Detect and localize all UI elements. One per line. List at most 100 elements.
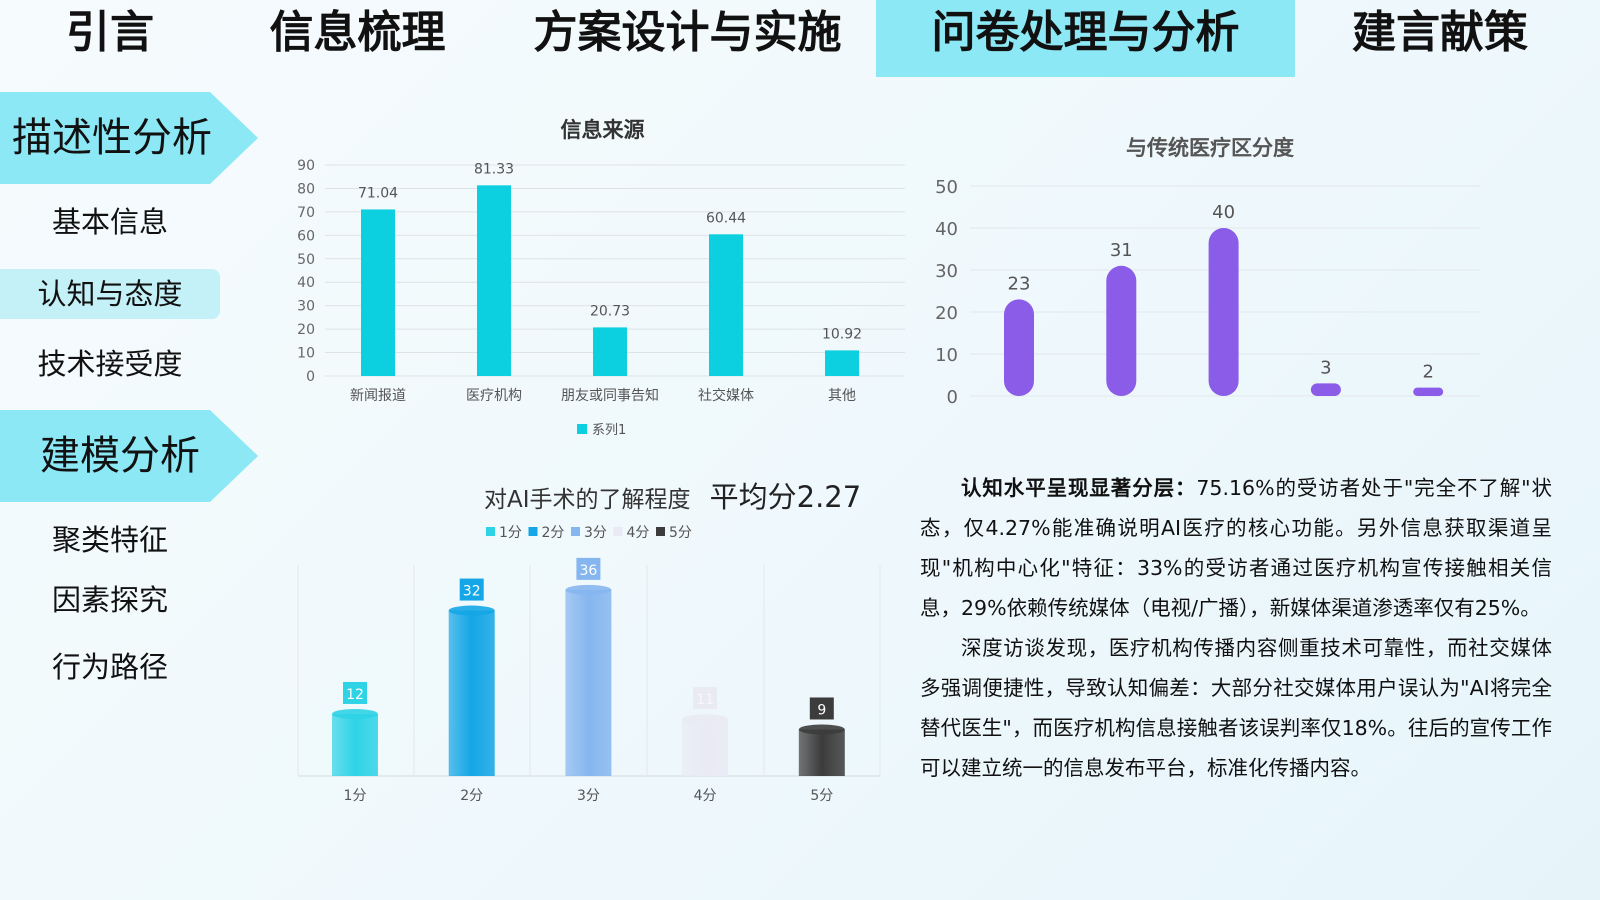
y-tick-label: 30	[935, 261, 958, 282]
bar-top	[448, 605, 495, 616]
y-tick-label: 50	[935, 177, 958, 198]
sidebar-item-cognition[interactable]: 认知与态度	[0, 269, 220, 319]
bar	[477, 185, 511, 376]
sidebar-item-factor[interactable]: 因素探究	[51, 583, 168, 617]
x-tick-label: 社交媒体	[698, 387, 754, 404]
data-label: 11	[696, 692, 714, 708]
legend-swatch	[486, 527, 495, 536]
data-label: 10.92	[822, 326, 862, 342]
data-label: 31	[1110, 240, 1133, 261]
paragraph-1-heading: 认知水平呈现显著分层：	[961, 476, 1197, 500]
bar-top	[682, 714, 729, 725]
tab-design[interactable]: 方案设计与实施	[533, 7, 842, 58]
y-tick-label: 20	[935, 303, 958, 324]
x-tick-label: 其他	[828, 388, 856, 404]
bar	[1413, 387, 1444, 396]
legend-label: 5分	[669, 525, 692, 541]
legend-swatch	[571, 527, 580, 536]
chart1-title: 信息来源	[560, 118, 645, 142]
analysis-text: 认知水平呈现显著分层：75.16%的受访者处于"完全不了解"状态，仅4.27%能…	[920, 468, 1552, 788]
bar	[448, 610, 495, 776]
sidebar-item-acceptance[interactable]: 技术接受度	[37, 347, 183, 381]
tab-questionnaire[interactable]: 问卷处理与分析	[876, 0, 1295, 77]
y-tick-label: 30	[297, 299, 315, 315]
y-tick-label: 10	[935, 345, 958, 366]
paragraph-1-body: 75.16%的受访者处于"完全不了解"状态，仅4.27%能准确说明AI医疗的核心…	[920, 476, 1552, 620]
paragraph-2: 深度访谈发现，医疗机构传播内容侧重技术可靠性，而社交媒体多强调便捷性，导致认知偏…	[920, 636, 1552, 780]
chart3-subtitle: 平均分2.27	[709, 480, 862, 514]
bar	[825, 350, 859, 376]
legend-label: 3分	[584, 525, 607, 541]
legend-swatch	[656, 527, 665, 536]
legend-label: 2分	[542, 525, 565, 541]
x-tick-label: 朋友或同事告知	[561, 387, 659, 404]
data-label: 36	[579, 563, 597, 579]
y-tick-label: 20	[297, 322, 315, 338]
x-tick-label: 5分	[810, 788, 833, 804]
x-tick-label: 新闻报道	[350, 388, 406, 404]
data-label: 9	[817, 702, 826, 718]
bar	[682, 719, 729, 776]
y-tick-label: 0	[306, 369, 315, 385]
y-tick-label: 50	[297, 252, 315, 268]
legend-swatch	[613, 527, 623, 536]
legend-label: 4分	[627, 525, 650, 541]
bar	[1106, 265, 1137, 396]
x-tick-label: 4分	[694, 788, 717, 804]
y-tick-label: 40	[297, 275, 315, 291]
bar	[332, 713, 378, 776]
chart3-title-row: 对AI手术的了解程度 平均分2.27	[484, 474, 861, 516]
bar-top	[798, 724, 845, 735]
legend-label: 系列1	[592, 423, 626, 438]
data-label: 12	[346, 687, 364, 703]
data-label-box	[459, 578, 484, 601]
data-label-box	[343, 681, 367, 704]
data-label: 3	[1320, 357, 1331, 378]
bar	[709, 234, 743, 376]
y-tick-label: 0	[947, 387, 958, 408]
tab-advice[interactable]: 建言献策	[1352, 7, 1528, 58]
x-tick-label: 3分	[577, 788, 600, 804]
y-tick-label: 60	[297, 228, 315, 244]
legend-swatch	[528, 527, 538, 536]
bar-top	[565, 584, 612, 595]
x-tick-label: 医疗机构	[466, 388, 522, 404]
section-descriptive[interactable]: 描述性分析	[0, 92, 258, 184]
bar	[593, 327, 627, 376]
x-tick-label: 2分	[460, 788, 483, 804]
chart2-title: 与传统医疗区分度	[1126, 136, 1294, 160]
y-tick-label: 10	[297, 346, 315, 362]
sidebar-item-cluster[interactable]: 聚类特征	[51, 523, 168, 557]
data-label: 71.04	[358, 185, 398, 201]
legend-swatch	[577, 424, 587, 434]
bar-top	[332, 708, 378, 719]
legend-label: 1分	[499, 525, 522, 541]
data-label-box	[576, 557, 601, 580]
data-label: 23	[1008, 273, 1031, 294]
data-label-box	[809, 697, 834, 720]
data-label-box	[693, 687, 718, 710]
bar	[798, 729, 845, 776]
y-tick-label: 40	[935, 219, 958, 240]
section-modeling[interactable]: 建模分析	[0, 410, 258, 502]
data-label: 81.33	[474, 161, 514, 177]
y-tick-label: 70	[297, 205, 315, 221]
bar	[565, 589, 612, 776]
data-label: 32	[463, 584, 481, 600]
bar	[1004, 299, 1034, 396]
paragraph-1: 认知水平呈现显著分层：75.16%的受访者处于"完全不了解"状态，仅4.27%能…	[920, 468, 1552, 628]
bar	[1310, 383, 1341, 396]
data-label: 2	[1422, 362, 1433, 383]
tab-info[interactable]: 信息梳理	[269, 7, 446, 58]
sidebar-item-behavior[interactable]: 行为路径	[51, 650, 168, 684]
y-tick-label: 80	[297, 181, 315, 197]
data-label: 60.44	[706, 210, 746, 226]
data-label: 40	[1212, 202, 1235, 223]
x-tick-label: 1分	[344, 788, 367, 804]
bar	[1208, 228, 1239, 396]
sidebar-item-basic[interactable]: 基本信息	[51, 205, 168, 239]
tab-intro[interactable]: 引言	[66, 7, 154, 58]
data-label: 20.73	[590, 303, 630, 319]
bar	[361, 209, 395, 376]
chart3-title: 对AI手术的了解程度	[484, 487, 691, 513]
